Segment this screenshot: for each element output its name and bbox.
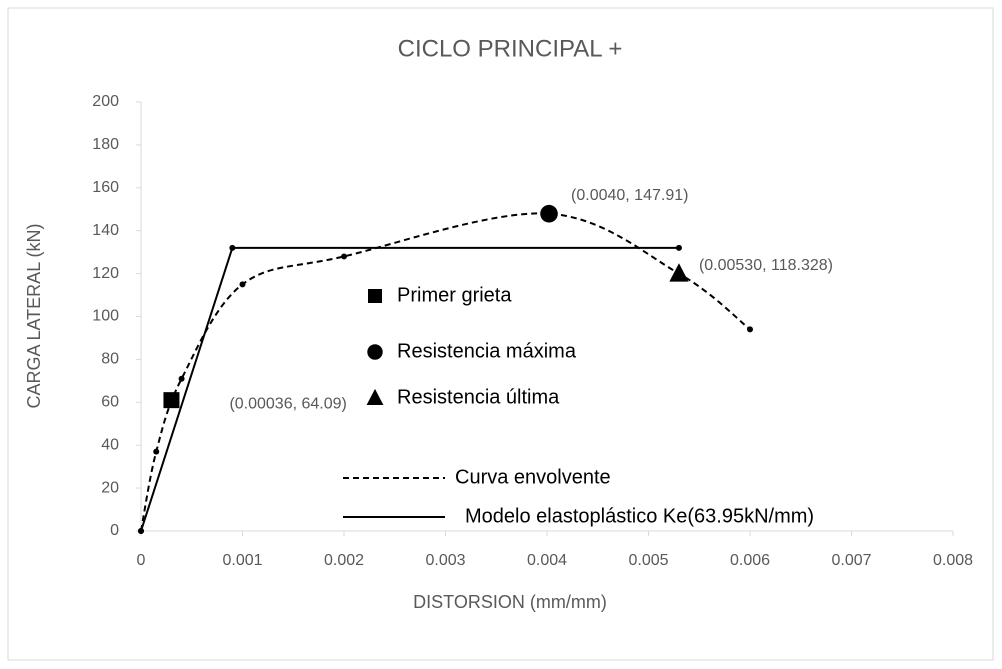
y-axis-label: CARGA LATERAL (kN) <box>24 223 44 408</box>
x-tick-label: 0.001 <box>222 552 262 569</box>
legend-marker <box>368 289 382 303</box>
chart-border <box>7 7 994 661</box>
legend-label: Resistencia máxima <box>397 340 577 362</box>
series-line <box>140 212 751 532</box>
x-tick-label: 0.007 <box>831 552 871 569</box>
y-tick-label: 80 <box>101 351 119 368</box>
annotation: (0.0040, 147.91) <box>571 187 688 204</box>
legend-label: Resistencia última <box>397 386 560 408</box>
y-tick-label: 0 <box>110 522 119 539</box>
x-tick-label: 0.003 <box>425 552 465 569</box>
x-tick-label: 0.005 <box>628 552 668 569</box>
point <box>178 375 185 382</box>
point <box>153 448 160 455</box>
marker <box>163 392 180 409</box>
marker <box>669 263 689 282</box>
marker <box>540 204 558 223</box>
point <box>675 244 682 251</box>
x-tick-label: 0 <box>137 552 146 569</box>
point <box>239 281 246 288</box>
point <box>747 326 753 333</box>
y-tick-label: 200 <box>92 93 119 110</box>
chart-title: CICLO PRINCIPAL + <box>398 35 623 62</box>
x-tick-label: 0.008 <box>933 552 973 569</box>
annotation: (0.00036, 64.09) <box>229 395 346 412</box>
y-tick-label: 100 <box>92 308 119 325</box>
point <box>138 528 144 534</box>
x-tick-label: 0.002 <box>324 552 364 569</box>
legend-label: Modelo elastoplástico Ke(63.95kN/mm) <box>465 505 814 527</box>
point <box>229 244 236 251</box>
point <box>341 253 347 260</box>
y-tick-label: 160 <box>92 179 119 196</box>
legend-label: Curva envolvente <box>455 466 611 488</box>
x-tick-label: 0.006 <box>730 552 770 569</box>
y-tick-label: 20 <box>101 479 119 496</box>
y-tick-label: 40 <box>101 436 119 453</box>
y-tick-label: 140 <box>92 222 119 239</box>
x-tick-label: 0.004 <box>527 552 567 569</box>
y-tick-label: 60 <box>101 394 119 411</box>
y-tick-label: 120 <box>92 265 119 282</box>
legend-marker <box>366 388 384 405</box>
legend-label: Primer grieta <box>397 284 512 306</box>
x-axis-label: DISTORSION (mm/mm) <box>413 592 607 612</box>
annotation: (0.00530, 118.328) <box>699 257 833 274</box>
y-tick-label: 180 <box>92 136 119 153</box>
legend-marker <box>367 344 383 360</box>
